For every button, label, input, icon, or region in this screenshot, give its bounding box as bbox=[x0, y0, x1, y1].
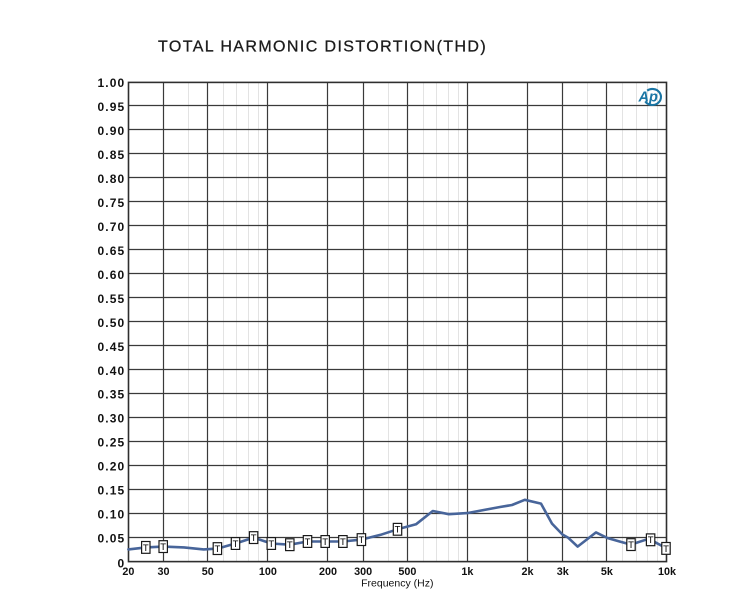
svg-text:T: T bbox=[340, 537, 346, 548]
svg-text:TOTAL HARMONIC DISTORTION(THD): TOTAL HARMONIC DISTORTION(THD) bbox=[158, 39, 487, 56]
svg-text:0.95: 0.95 bbox=[98, 100, 126, 114]
svg-text:T: T bbox=[358, 535, 364, 546]
svg-text:T: T bbox=[305, 537, 311, 548]
svg-text:0.10: 0.10 bbox=[98, 508, 126, 522]
svg-text:T: T bbox=[233, 539, 239, 550]
svg-text:300: 300 bbox=[354, 566, 372, 578]
svg-text:0.80: 0.80 bbox=[98, 172, 126, 186]
svg-text:T: T bbox=[287, 540, 293, 551]
svg-text:0.30: 0.30 bbox=[98, 412, 126, 426]
svg-text:0.50: 0.50 bbox=[98, 316, 126, 330]
svg-text:0: 0 bbox=[118, 556, 126, 570]
svg-text:200: 200 bbox=[319, 566, 337, 578]
svg-text:0.60: 0.60 bbox=[98, 268, 126, 282]
svg-text:Frequency (Hz): Frequency (Hz) bbox=[361, 578, 433, 590]
svg-text:0.15: 0.15 bbox=[98, 484, 126, 498]
svg-text:T: T bbox=[648, 535, 654, 546]
svg-text:0.90: 0.90 bbox=[98, 124, 126, 138]
svg-text:T: T bbox=[251, 533, 257, 544]
svg-text:3k: 3k bbox=[557, 566, 570, 578]
svg-text:1k: 1k bbox=[461, 566, 474, 578]
svg-text:T: T bbox=[160, 542, 166, 553]
svg-text:0.85: 0.85 bbox=[98, 148, 126, 162]
svg-text:0.45: 0.45 bbox=[98, 340, 126, 354]
svg-text:2k: 2k bbox=[521, 566, 534, 578]
svg-text:0.65: 0.65 bbox=[98, 244, 126, 258]
svg-text:T: T bbox=[395, 525, 401, 536]
svg-text:30: 30 bbox=[157, 566, 169, 578]
svg-text:0.55: 0.55 bbox=[98, 292, 126, 306]
svg-text:1.00: 1.00 bbox=[98, 76, 126, 90]
svg-text:T: T bbox=[322, 537, 328, 548]
svg-text:0.75: 0.75 bbox=[98, 196, 126, 210]
svg-text:20: 20 bbox=[122, 566, 134, 578]
svg-text:Ap: Ap bbox=[638, 90, 658, 106]
svg-text:T: T bbox=[268, 539, 274, 550]
svg-text:0.05: 0.05 bbox=[98, 532, 126, 546]
svg-text:0.40: 0.40 bbox=[98, 364, 126, 378]
svg-text:0.70: 0.70 bbox=[98, 220, 126, 234]
svg-text:100: 100 bbox=[259, 566, 277, 578]
svg-text:5k: 5k bbox=[601, 566, 614, 578]
svg-text:T: T bbox=[663, 544, 669, 555]
svg-text:10k: 10k bbox=[658, 566, 677, 578]
svg-text:0.20: 0.20 bbox=[98, 460, 126, 474]
svg-text:T: T bbox=[628, 540, 634, 551]
svg-text:50: 50 bbox=[202, 566, 214, 578]
svg-text:500: 500 bbox=[398, 566, 416, 578]
svg-text:T: T bbox=[214, 544, 220, 555]
svg-text:0.25: 0.25 bbox=[98, 436, 126, 450]
svg-text:T: T bbox=[143, 543, 149, 554]
svg-text:0.35: 0.35 bbox=[98, 388, 126, 402]
